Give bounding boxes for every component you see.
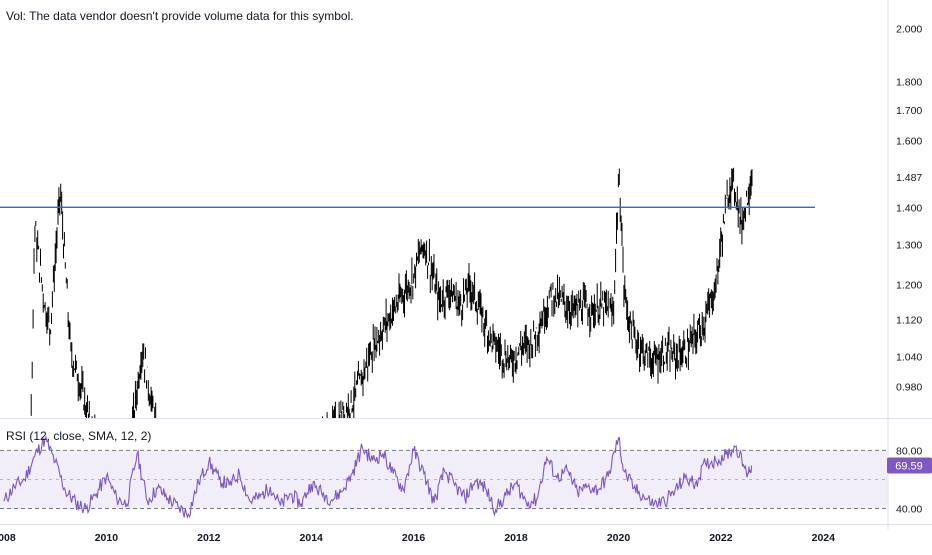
price-tick-label: 1.200 <box>896 280 922 292</box>
rsi-value-badge: 69.59 <box>887 457 932 474</box>
volume-note: Vol: The data vendor doesn't provide vol… <box>6 9 354 23</box>
rsi-tick-label: 40.00 <box>896 504 922 516</box>
price-tick-label: 1.120 <box>896 314 922 326</box>
price-tick-label: 1.600 <box>896 135 922 147</box>
time-tick-label: 2024 <box>812 532 836 544</box>
rsi-badge-text: 69.59 <box>895 461 923 473</box>
price-tick-label: 1.040 <box>896 352 922 364</box>
time-tick-label: 2022 <box>709 532 733 544</box>
time-tick-label: 2018 <box>504 532 528 544</box>
price-tick-label: 2.000 <box>896 23 922 35</box>
time-tick-label: 2020 <box>607 532 631 544</box>
time-tick-label: 2008 <box>0 532 16 544</box>
rsi-axis[interactable]: 80.00 40.00 <box>896 445 922 515</box>
time-tick-label: 2016 <box>402 532 426 544</box>
time-axis[interactable]: 2008 2010 2012 2014 2016 2018 2020 2022 2024 <box>0 532 835 544</box>
rsi-tick-label: 80.00 <box>896 445 922 457</box>
price-series <box>30 167 753 418</box>
price-tick-label: 1.800 <box>896 76 922 88</box>
rsi-badge-box <box>887 457 932 474</box>
price-tick-label: 1.700 <box>896 105 922 117</box>
rsi-legend[interactable]: RSI (12, close, SMA, 12, 2) <box>6 429 152 443</box>
time-tick-label: 2012 <box>197 532 221 544</box>
time-tick-label: 2010 <box>95 532 119 544</box>
price-tick-label: 1.300 <box>896 240 922 252</box>
price-tick-label: 1.400 <box>896 202 922 214</box>
price-tick-label: 1.487 <box>896 172 922 184</box>
price-axis[interactable]: 2.000 1.800 1.700 1.600 1.487 1.400 1.300 1.200… <box>896 23 922 393</box>
price-tick-label: 0.980 <box>896 381 922 393</box>
rsi-line <box>3 435 753 520</box>
time-tick-label: 2014 <box>300 532 324 544</box>
